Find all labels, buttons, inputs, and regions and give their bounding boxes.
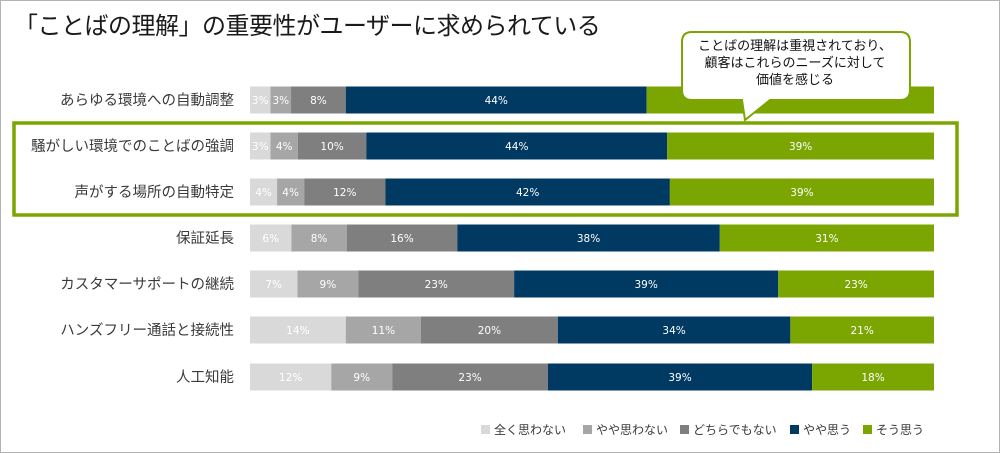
data-label: 42% (516, 187, 539, 199)
bar-segment (812, 363, 934, 391)
bar-segment (297, 270, 359, 298)
data-label: 6% (262, 233, 279, 245)
legend-label: やや思わない (596, 423, 668, 437)
bar-segment (457, 224, 720, 252)
data-label: 34% (662, 325, 685, 337)
bar-segment (250, 86, 271, 114)
legend-swatch (790, 425, 799, 434)
data-label: 11% (372, 325, 395, 337)
callout-text: ことばの理解は重視されており、 顧客はこれらのニーズに対して 価値を感じる (680, 38, 910, 89)
data-label: 8% (311, 233, 328, 245)
data-label: 39% (635, 279, 658, 291)
bar-segment (778, 270, 934, 298)
bar-segment (297, 132, 367, 160)
data-label: 38% (577, 233, 600, 245)
bar-segment (366, 132, 668, 160)
data-label: 4% (282, 187, 299, 199)
bar-segment (667, 132, 934, 160)
legend-label: 全く思わない (494, 422, 566, 437)
category-label: 保証延長 (176, 230, 234, 247)
bar-segment (392, 363, 548, 391)
bar-segment (250, 363, 332, 391)
category-label: あらゆる環境への自動調整 (60, 91, 234, 109)
data-label: 12% (279, 372, 302, 384)
bar-segment (345, 316, 421, 344)
data-label: 9% (353, 372, 370, 384)
legend-swatch (583, 425, 592, 434)
bar-segment (291, 86, 346, 114)
bar-segment (346, 224, 458, 252)
data-label: 44% (505, 141, 528, 153)
callout-border (681, 31, 911, 122)
data-label: 3% (252, 141, 269, 153)
data-label: 18% (861, 372, 884, 384)
bar-segment (719, 224, 934, 252)
category-label: 声がする場所の自動特定 (75, 183, 235, 201)
bar-segment (385, 178, 670, 206)
callout-line-3: 価値を感じる (755, 73, 834, 88)
legend-label: やや思う (803, 423, 851, 437)
category-label: 人工知能 (176, 369, 234, 386)
bar-segment (331, 363, 393, 391)
legend-swatch (481, 425, 490, 434)
data-label: 3% (272, 95, 289, 107)
bar-segment (250, 270, 298, 298)
data-label: 16% (390, 233, 413, 245)
callout-line-1: ことばの理解は重視されており、 (698, 39, 892, 54)
bar-segment (547, 363, 813, 391)
data-label: 14% (286, 325, 309, 337)
data-label: 9% (320, 279, 337, 291)
bar-segment (250, 316, 346, 344)
bar-segment (514, 270, 779, 298)
data-label: 21% (851, 325, 874, 337)
bar-segment (291, 224, 347, 252)
legend-label: そう思う (876, 423, 924, 437)
data-label: 3% (252, 95, 269, 107)
bar-segment (358, 270, 515, 298)
bar-segment (277, 178, 305, 206)
legend-swatch (680, 425, 689, 434)
category-label: 騒がしい環境でのことばの強調 (31, 137, 234, 155)
data-label: 7% (265, 279, 282, 291)
bar-segment (250, 178, 278, 206)
data-label: 44% (485, 95, 508, 107)
legend-label: どちらでもない (693, 423, 777, 437)
bar-segment (250, 132, 271, 160)
data-label: 23% (844, 279, 867, 291)
bar-segment (270, 132, 298, 160)
data-label: 39% (789, 141, 812, 153)
data-label: 4% (255, 187, 272, 199)
data-label: 4% (276, 141, 293, 153)
data-label: 39% (668, 372, 691, 384)
bar-segment (304, 178, 386, 206)
bar-segment (790, 316, 934, 344)
category-label: ハンズフリー通話と接続性 (60, 322, 234, 339)
data-label: 31% (815, 233, 838, 245)
callout-bubble (681, 31, 911, 122)
data-label: 12% (333, 187, 356, 199)
data-label: 8% (310, 95, 327, 107)
bar-segment (557, 316, 791, 344)
bar-segment (270, 86, 292, 114)
bar-segment (669, 178, 934, 206)
chart-title: 「ことばの理解」の重要性がユーザーに求められている (14, 12, 601, 40)
data-label: 23% (425, 279, 448, 291)
callout-line-2: 顧客はこれらのニーズに対して (704, 56, 886, 71)
legend-swatch (863, 425, 872, 434)
data-label: 10% (320, 141, 343, 153)
bar-segment (250, 224, 292, 252)
category-label: カスタマーサポートの継続 (60, 276, 234, 293)
bar-segment (421, 316, 558, 344)
bar-segment (345, 86, 647, 114)
data-label: 20% (478, 325, 501, 337)
highlight-box (12, 121, 959, 217)
data-label: 23% (458, 372, 481, 384)
data-label: 39% (790, 187, 813, 199)
